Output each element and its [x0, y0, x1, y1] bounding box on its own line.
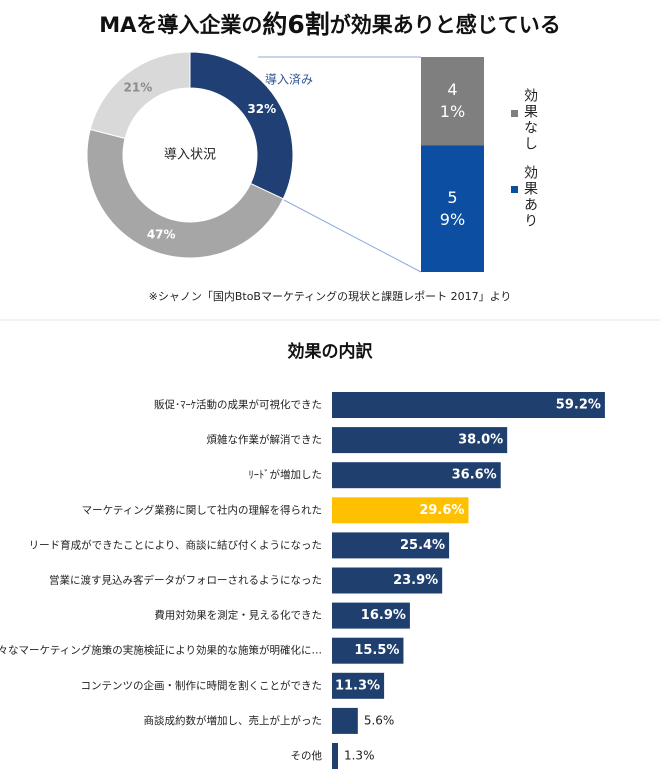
donut-slice	[86, 128, 284, 259]
bar	[332, 532, 450, 559]
segment-label: 59%	[439, 187, 466, 229]
legend-swatch	[511, 186, 518, 193]
category-label: マーケティング業務に関して社内の理解を得られた	[82, 503, 322, 516]
title-emphasis: 約6割	[262, 10, 329, 39]
value-label: 38.0%	[458, 433, 503, 448]
donut-slice	[189, 51, 294, 200]
value-label: 29.6%	[419, 503, 464, 518]
value-label: 23.9%	[393, 573, 438, 588]
stack-segment	[421, 57, 484, 146]
donut-slice	[89, 51, 191, 139]
category-label: 販促･ﾏｰｹ活動の成果が可視化できた	[154, 398, 322, 411]
source-note: ※シャノン「国内BtoBマーケティングの現状と課題レポート 2017」より	[149, 289, 512, 303]
bar	[332, 602, 410, 629]
value-label: 11.3%	[335, 678, 380, 693]
value-label: 1.3%	[344, 749, 375, 763]
slice-label: 47%	[147, 227, 176, 241]
category-label: 煩雑な作業が解消できた	[207, 433, 323, 446]
legend-swatch	[511, 110, 518, 117]
category-label: 様々なマーケティング施策の実施検証により効果的な施策が明確化に…	[0, 644, 322, 657]
value-label: 15.5%	[354, 643, 399, 658]
connector	[283, 199, 422, 273]
title-part: が効果ありと感じている	[330, 13, 561, 37]
annotation: 導入済み	[265, 72, 313, 87]
category-label: ﾘｰﾄﾞが増加した	[249, 468, 323, 481]
value-label: 59.2%	[556, 398, 601, 413]
slice-label: 21%	[124, 80, 153, 94]
title-part: MAを導入企業の	[99, 13, 262, 37]
bar	[332, 707, 358, 734]
category-label: 費用対効果を測定・見える化できた	[154, 609, 322, 622]
bar	[332, 567, 443, 594]
title: MAを導入企業の約6割が効果ありと感じている	[99, 10, 561, 39]
slice-label: 32%	[247, 102, 276, 116]
donut-center-label: 導入状況	[164, 148, 216, 163]
legend-label: 効果あり	[522, 165, 538, 229]
value-label: 5.6%	[364, 713, 395, 727]
category-label: リード育成ができたことにより、商談に結び付くようになった	[29, 538, 322, 551]
stack-segment	[421, 145, 484, 272]
bar	[332, 427, 508, 454]
segment-label: 41%	[439, 80, 466, 122]
bar	[332, 497, 469, 524]
bar	[332, 637, 404, 664]
category-label: コンテンツの企画・制作に時間を割くことができた	[81, 679, 323, 692]
bar	[332, 392, 605, 418]
value-label: 36.6%	[452, 468, 497, 483]
bar	[332, 672, 385, 699]
bar	[332, 462, 501, 489]
value-label: 16.9%	[361, 608, 406, 623]
category-label: その他	[291, 749, 323, 762]
category-label: 営業に渡す見込み客データがフォローされるようになった	[49, 574, 322, 587]
chart-title: 効果の内訳	[288, 341, 374, 362]
value-label: 25.4%	[400, 538, 445, 553]
category-label: 商談成約数が増加し、売上が上がった	[144, 714, 323, 727]
legend-label: 効果なし	[522, 88, 538, 152]
bar	[332, 743, 338, 769]
